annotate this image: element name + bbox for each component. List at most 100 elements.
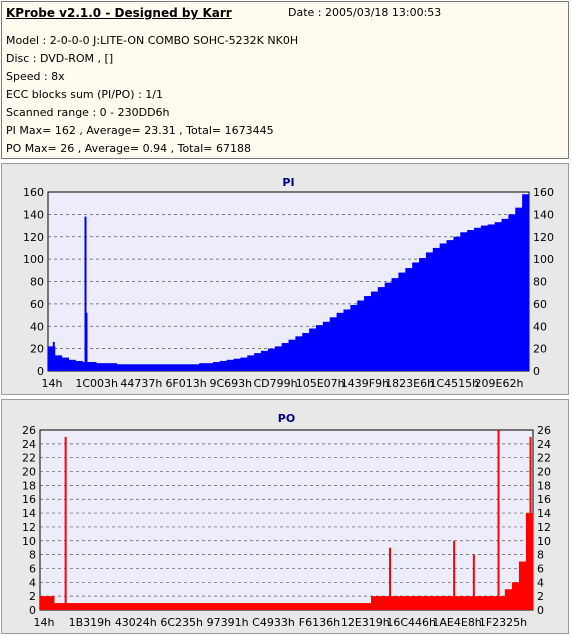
po-bar — [427, 596, 435, 610]
pi-bar — [412, 262, 420, 371]
pi-ytick-right: 80 — [533, 276, 547, 289]
po-bar — [434, 596, 442, 610]
po-ytick-left: 10 — [22, 535, 36, 548]
po-xtick-label: 12E319h — [341, 616, 390, 629]
po-bar — [223, 603, 231, 610]
po-bar — [173, 603, 182, 610]
po-bar — [272, 603, 280, 610]
pi-xtick-label: 6F013h — [165, 377, 206, 390]
po-xtick-label: 6C235h — [160, 616, 203, 629]
pi-xtick-label: 105E07h — [296, 377, 345, 390]
pi-bar — [425, 252, 434, 371]
po-bar — [159, 603, 168, 610]
po-ytick-left: 24 — [22, 438, 36, 451]
pi-bar — [226, 359, 234, 371]
po-bar — [265, 603, 273, 610]
po-bar — [237, 603, 245, 610]
po-bar — [96, 603, 104, 610]
po-bar — [180, 603, 189, 610]
pi-bar — [75, 360, 83, 371]
pi-spike — [84, 216, 87, 371]
pi-bar — [151, 364, 159, 371]
po-bar — [363, 603, 372, 610]
pi-ytick-right: 160 — [533, 186, 554, 199]
pi-bar — [144, 364, 152, 371]
po-ytick-left: 0 — [29, 604, 36, 617]
po-bar — [321, 603, 330, 610]
pi-bar — [261, 350, 269, 371]
po-xtick-label: 97391h — [207, 616, 249, 629]
pi-chart-title: PI — [282, 176, 294, 189]
pi-bar — [384, 282, 392, 371]
pi-bar — [274, 346, 283, 371]
po-bar — [392, 596, 400, 610]
pi-spike — [52, 341, 55, 371]
pi-bar — [89, 362, 97, 371]
pi-bar — [96, 363, 104, 371]
po-xtick-label: 16C446h — [386, 616, 436, 629]
pi-bar — [116, 364, 124, 371]
po-spike — [64, 436, 67, 610]
pi-ytick-left: 40 — [30, 320, 44, 333]
po-xtick-label: 43024h — [115, 616, 157, 629]
po-plot-area — [39, 429, 534, 611]
po-ytick-left: 26 — [22, 424, 36, 437]
po-ytick-left: 20 — [22, 466, 36, 479]
po-xtick-label: 1B319h — [69, 616, 112, 629]
pi-bar — [102, 363, 111, 371]
po-ytick-left: 18 — [22, 479, 36, 492]
pi-bar — [212, 362, 221, 371]
pi-ytick-right: 140 — [533, 208, 554, 221]
pi-bar — [453, 236, 461, 371]
pi-ytick-left: 140 — [23, 208, 44, 221]
po-bar — [131, 603, 139, 610]
po-bar — [117, 603, 125, 610]
po-chart-title: PO — [278, 412, 295, 425]
info-pi-stats: PI Max= 162 , Average= 23.31 , Total= 16… — [6, 124, 274, 137]
po-bar — [314, 603, 323, 610]
po-xtick-label: C4933h — [252, 616, 295, 629]
pi-bar — [432, 247, 441, 371]
pi-ytick-left: 20 — [30, 343, 44, 356]
pi-bar — [336, 312, 344, 371]
po-bar — [138, 603, 147, 610]
pi-bar — [206, 363, 214, 371]
po-spike — [453, 540, 456, 610]
po-ytick-left: 4 — [29, 576, 36, 589]
po-ytick-right: 24 — [537, 438, 551, 451]
pi-bar — [48, 346, 56, 371]
pi-xtick-label: 9C693h — [209, 377, 252, 390]
pi-bar — [467, 230, 475, 371]
pi-bar — [171, 364, 179, 371]
pi-xtick-label: 1C4515h — [429, 377, 479, 390]
pi-bar — [192, 364, 200, 371]
pi-bar — [343, 309, 351, 371]
pi-bar — [522, 194, 530, 371]
pi-bar — [309, 328, 317, 371]
po-bar — [504, 589, 513, 610]
pi-bar — [199, 363, 207, 371]
po-xtick-label: F6136h — [299, 616, 340, 629]
po-ytick-right: 4 — [537, 576, 544, 589]
po-bar — [448, 596, 456, 610]
po-spike — [529, 436, 532, 610]
po-bar — [378, 596, 386, 610]
po-bar — [406, 596, 414, 610]
pi-bar — [329, 317, 337, 371]
po-bar — [216, 603, 224, 610]
pi-bar — [487, 224, 496, 371]
po-bar — [230, 603, 238, 610]
po-bar — [244, 603, 252, 610]
info-panel: KProbe v2.1.0 - Designed by Karr Date : … — [1, 1, 569, 159]
pi-bar — [439, 243, 447, 371]
pi-bar — [68, 359, 76, 371]
pi-bar — [405, 268, 413, 371]
po-bar — [279, 603, 287, 610]
po-xtick-label: 1AE4E8h — [432, 616, 481, 629]
po-bar — [441, 596, 449, 610]
pi-bar — [240, 357, 248, 371]
pi-xtick-label: 1C003h — [75, 377, 118, 390]
pi-ytick-right: 20 — [533, 343, 547, 356]
pi-chart-panel: PI 0 0 20 20 40 40 60 60 80 80 100 100 120 120 140 140 16… — [1, 163, 569, 395]
